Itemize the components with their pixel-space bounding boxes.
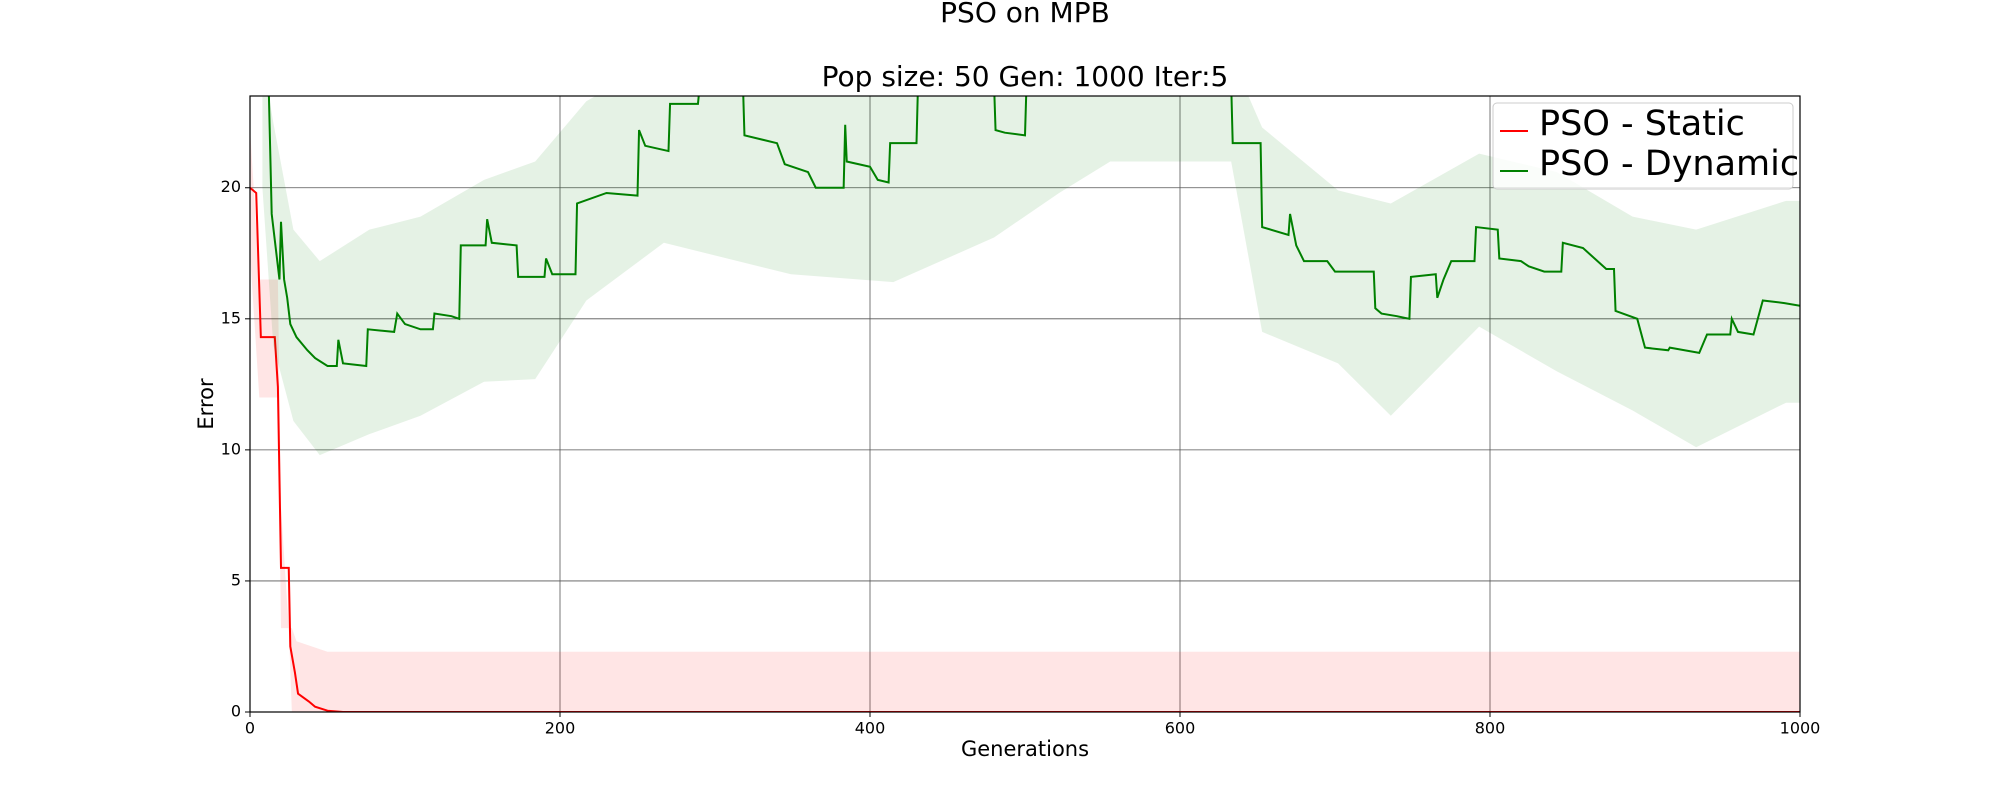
y-tick-label: 10 (221, 439, 241, 458)
y-tick-label: 15 (221, 308, 241, 327)
y-tick-label: 20 (221, 177, 241, 196)
line (250, 186, 1800, 712)
legend-label: PSO - Static (1539, 104, 1745, 144)
x-tick-label: 600 (1165, 719, 1196, 738)
x-tick-label: 1000 (1780, 719, 1821, 738)
x-tick-label: 0 (245, 719, 255, 738)
plot-area (250, 96, 1800, 712)
x-tick-label: 800 (1475, 719, 1506, 738)
y-tick-label: 0 (231, 702, 241, 721)
x-tick-label: 400 (855, 719, 886, 738)
chart-title: PSO on MPB (940, 0, 1110, 29)
x-tick-label: 200 (545, 719, 576, 738)
x-axis-label: Generations (961, 737, 1089, 761)
chart-subtitle: Pop size: 50 Gen: 1000 Iter:5 (822, 60, 1229, 93)
y-axis-label: Error (194, 378, 218, 430)
y-tick-label: 5 (231, 570, 241, 589)
legend-label: PSO - Dynamic (1539, 144, 1799, 184)
line (267, 96, 1800, 368)
plot-frame (249, 95, 1801, 713)
error-band (262, 96, 1800, 456)
legend-box (1492, 102, 1794, 190)
error-band (250, 127, 1800, 712)
